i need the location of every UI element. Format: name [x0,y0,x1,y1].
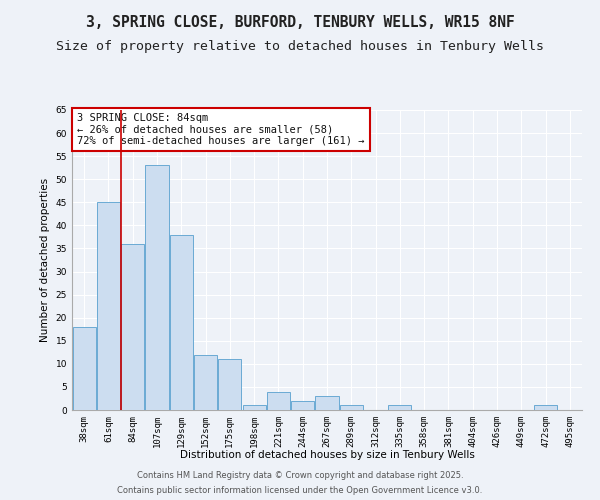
Bar [194,354,217,410]
Bar [267,392,290,410]
Bar [73,327,95,410]
Bar [97,202,120,410]
Bar [170,234,193,410]
Bar [121,244,144,410]
Bar [534,406,557,410]
Y-axis label: Number of detached properties: Number of detached properties [40,178,50,342]
Text: Size of property relative to detached houses in Tenbury Wells: Size of property relative to detached ho… [56,40,544,53]
X-axis label: Distribution of detached houses by size in Tenbury Wells: Distribution of detached houses by size … [179,450,475,460]
Text: 3 SPRING CLOSE: 84sqm
← 26% of detached houses are smaller (58)
72% of semi-deta: 3 SPRING CLOSE: 84sqm ← 26% of detached … [77,113,365,146]
Bar [218,359,241,410]
Text: Contains public sector information licensed under the Open Government Licence v3: Contains public sector information licen… [118,486,482,495]
Bar [242,406,266,410]
Text: 3, SPRING CLOSE, BURFORD, TENBURY WELLS, WR15 8NF: 3, SPRING CLOSE, BURFORD, TENBURY WELLS,… [86,15,514,30]
Bar [316,396,338,410]
Bar [145,166,169,410]
Text: Contains HM Land Registry data © Crown copyright and database right 2025.: Contains HM Land Registry data © Crown c… [137,471,463,480]
Bar [340,406,363,410]
Bar [291,401,314,410]
Bar [388,406,412,410]
